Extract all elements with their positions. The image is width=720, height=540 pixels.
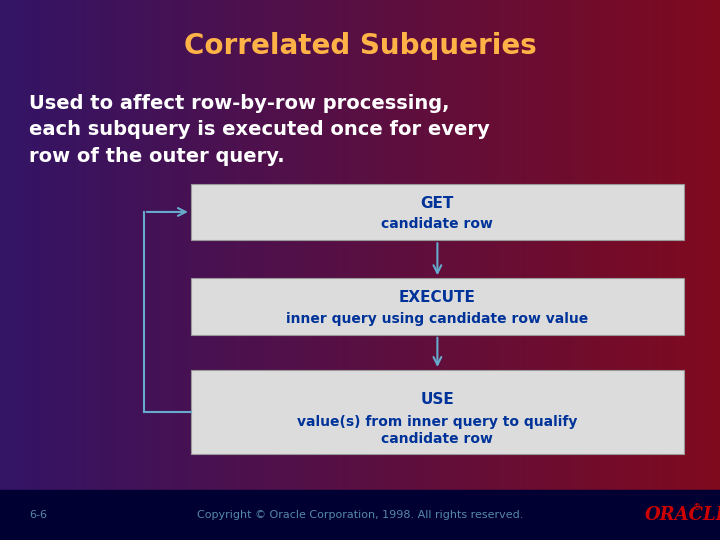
Text: EXECUTE: EXECUTE — [399, 291, 476, 306]
FancyBboxPatch shape — [191, 278, 684, 335]
Bar — [0, 490, 720, 540]
Text: ®: ® — [693, 503, 701, 512]
FancyBboxPatch shape — [191, 370, 684, 454]
Text: value(s) from inner query to qualify
candidate row: value(s) from inner query to qualify can… — [297, 415, 577, 446]
FancyBboxPatch shape — [191, 184, 684, 240]
Text: candidate row: candidate row — [382, 218, 493, 232]
Text: GET: GET — [420, 196, 454, 211]
Text: 6-6: 6-6 — [29, 510, 47, 520]
Text: ORACLE: ORACLE — [644, 506, 720, 524]
Text: USE: USE — [420, 392, 454, 407]
Text: Copyright © Oracle Corporation, 1998. All rights reserved.: Copyright © Oracle Corporation, 1998. Al… — [197, 510, 523, 520]
Text: inner query using candidate row value: inner query using candidate row value — [287, 312, 588, 326]
Text: Used to affect row-by-row processing,
each subquery is executed once for every
r: Used to affect row-by-row processing, ea… — [29, 93, 490, 166]
Text: Correlated Subqueries: Correlated Subqueries — [184, 32, 536, 60]
